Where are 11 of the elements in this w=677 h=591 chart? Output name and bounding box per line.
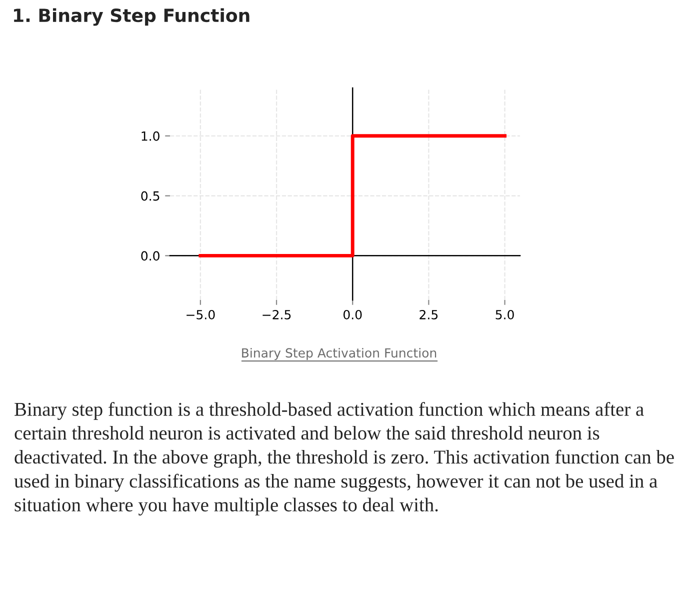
y-tick-label: 0.0: [141, 251, 160, 261]
x-tick-label: 5.0: [496, 310, 514, 320]
y-tick-label: 0.5: [141, 191, 160, 201]
x-tick-label: 0.0: [343, 310, 362, 320]
text: Binary step function is a threshold-based activation function which means after a certain threshold neuron is activated and below the said threshold neuron is deactivated. In the above graph, the threshold is zero. This activation function can be used in binary classifications as the name suggests, however it can not be used in a situation where you have multiple classes to deal with.: [14, 402, 674, 516]
chart-title: 1. Binary Step Function: [14, 8, 250, 26]
x-tick-label: −2.5: [262, 310, 291, 320]
text: Binary Step Activation Function: [242, 348, 436, 360]
x-tick-label: −5.0: [186, 310, 215, 320]
y-tick-label: 1.0: [142, 131, 160, 141]
x-tick-label: 2.5: [420, 310, 438, 320]
